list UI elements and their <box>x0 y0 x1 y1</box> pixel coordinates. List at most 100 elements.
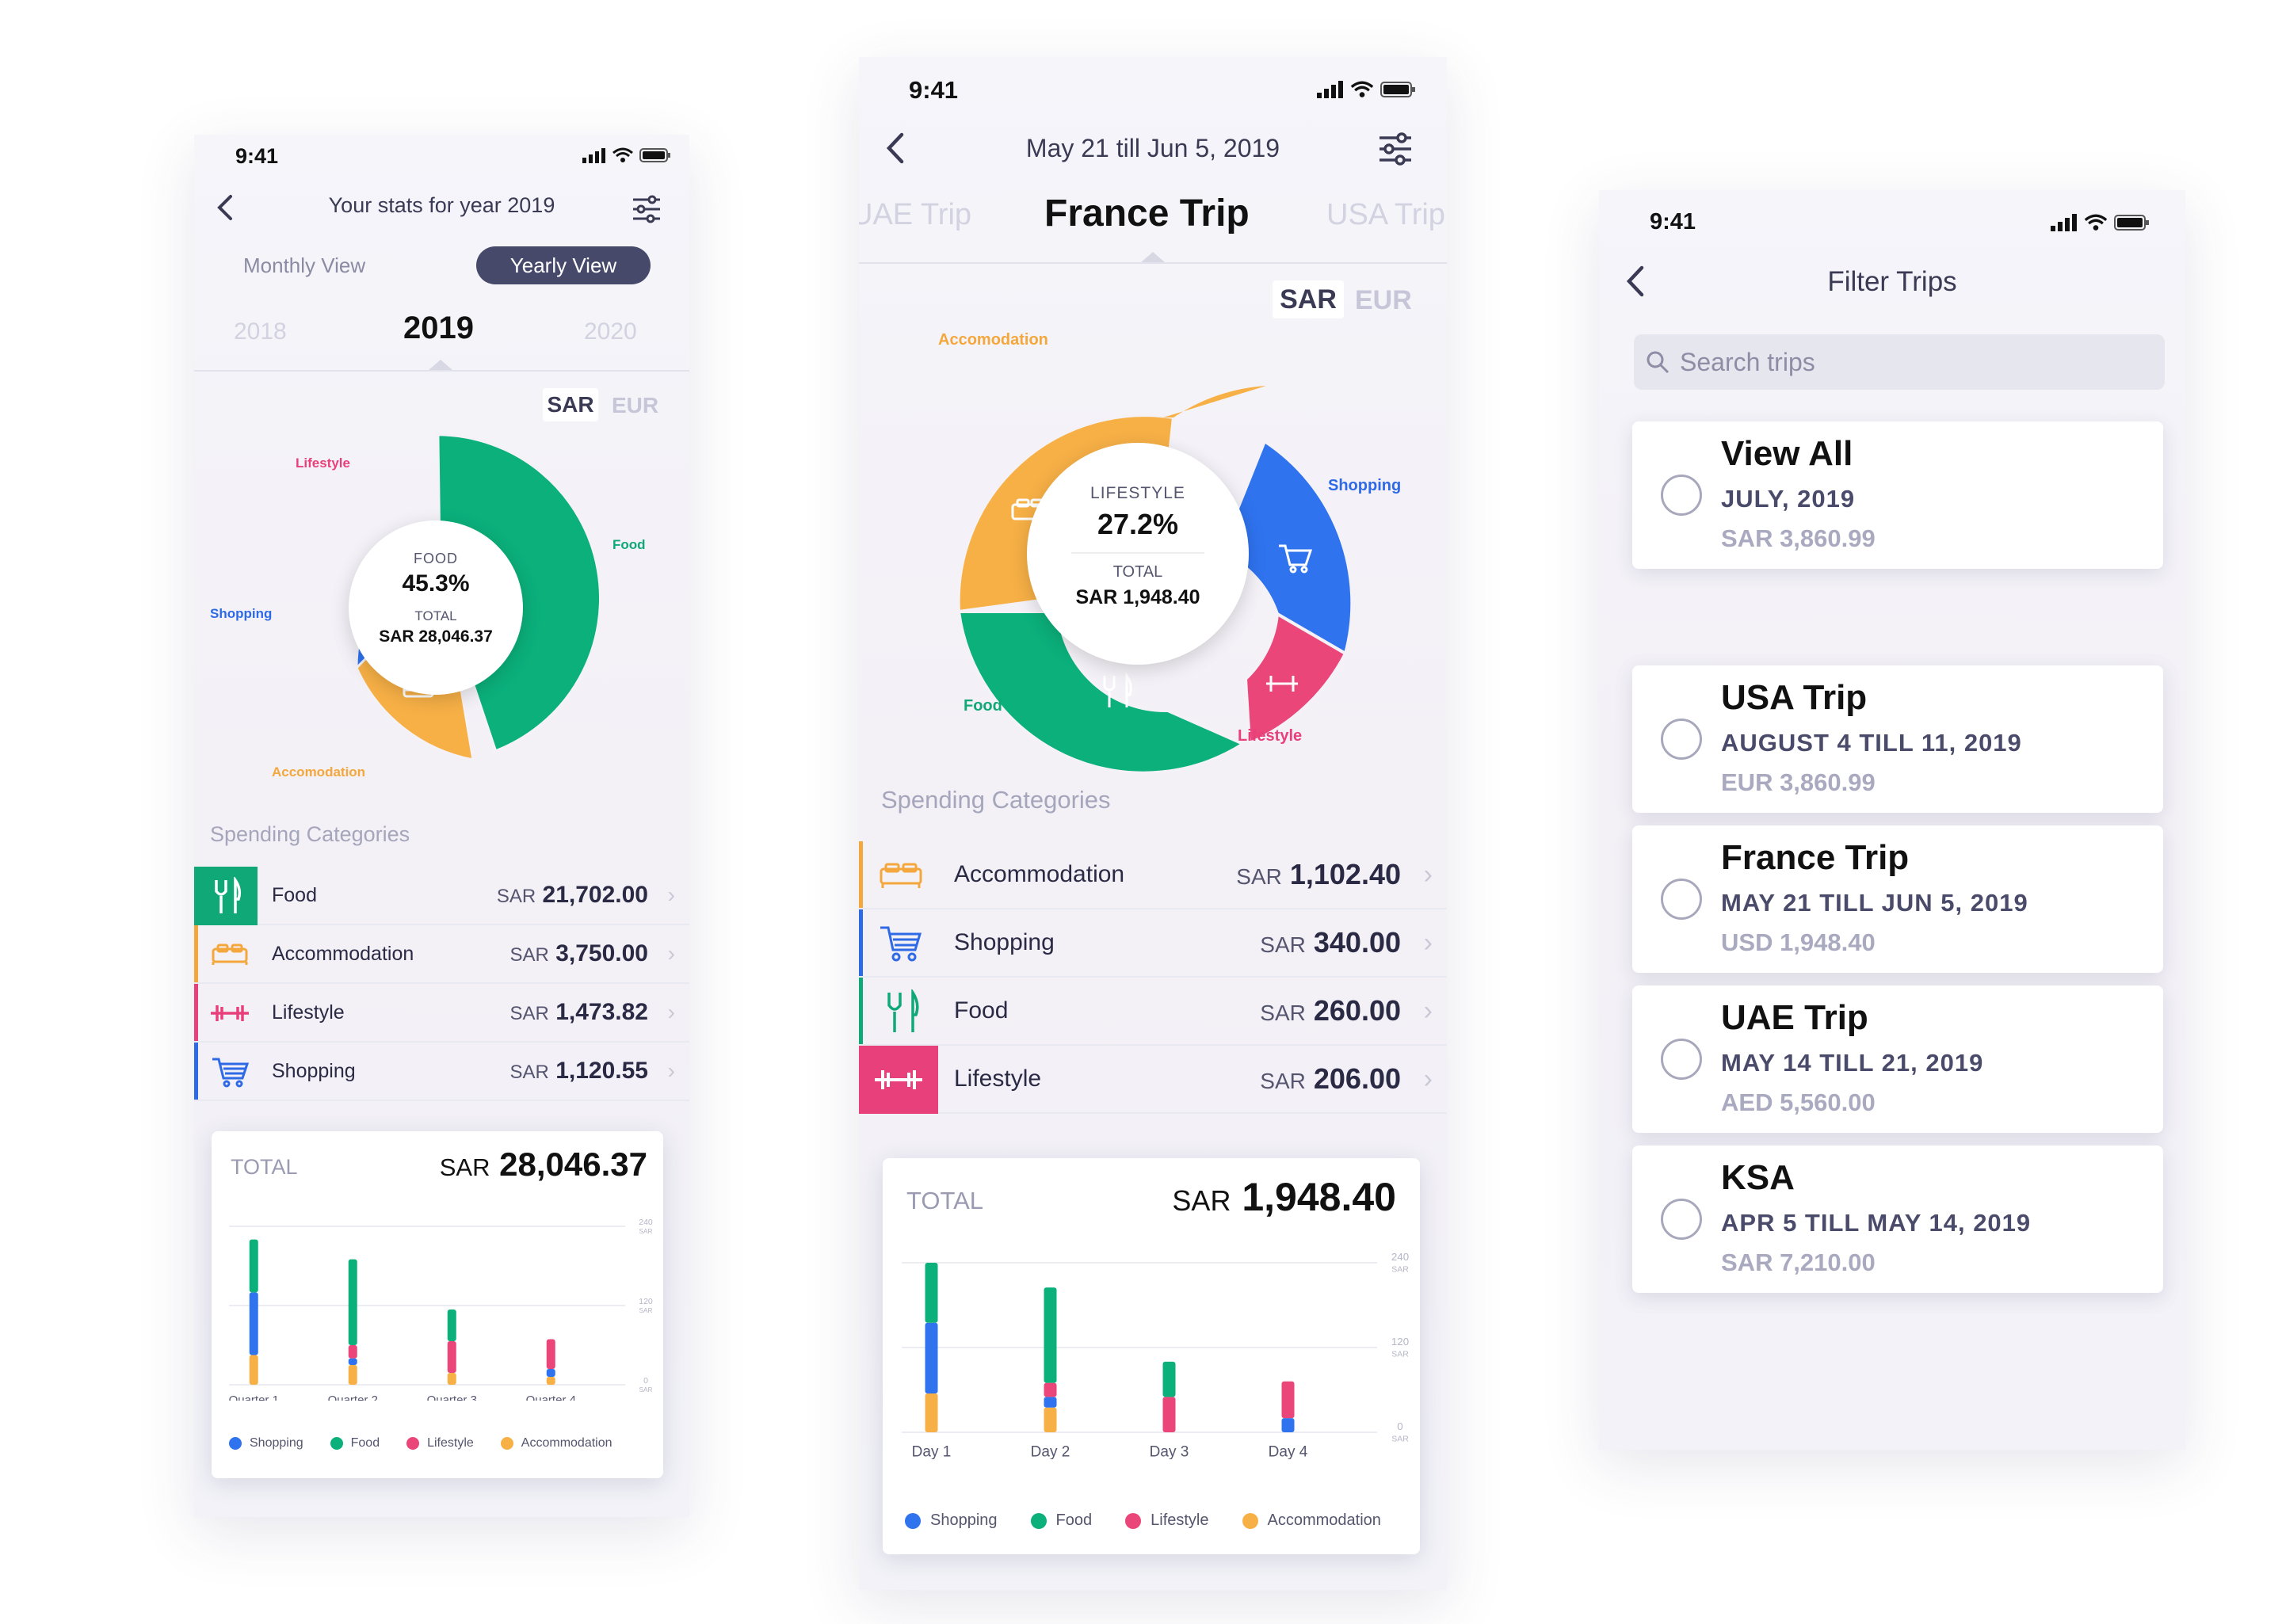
back-icon[interactable] <box>878 128 913 168</box>
radio-button[interactable] <box>1661 719 1702 760</box>
category-amount: SAR 340.00 <box>1260 926 1401 959</box>
bar-segment-lifestyle <box>546 1339 555 1369</box>
center-divider <box>1071 552 1204 554</box>
category-amount: SAR 260.00 <box>1260 994 1401 1027</box>
battery-icon <box>1380 82 1415 97</box>
trip-option-usa[interactable]: USA Trip AUGUST 4 TILL 11, 2019 EUR 3,86… <box>1632 665 2163 813</box>
bar-segment-accommodation <box>447 1373 456 1385</box>
category-name: Accommodation <box>954 861 1125 887</box>
category-row-shopping[interactable]: Shopping SAR 340.00 › <box>859 909 1447 978</box>
donut-segment-lifestyle[interactable] <box>1243 611 1348 745</box>
y-tick-label: 120 <box>639 1297 653 1306</box>
section-title: Spending Categories <box>210 822 410 846</box>
currency-sar[interactable]: SAR <box>543 388 598 421</box>
donut-segment-accommodation-2 <box>1163 386 1266 417</box>
search-placeholder: Search trips <box>1680 347 1815 376</box>
category-color-bar <box>194 1043 198 1100</box>
trip-name: View All <box>1721 434 1853 473</box>
year-prev[interactable]: 2018 <box>234 318 287 345</box>
selection-indicator <box>1140 252 1166 263</box>
trip-stats-screen: 9:41 May 21 till Jun 5, 2019 UAE Trip Fr… <box>859 57 1447 1590</box>
y-tick-label: 240 <box>639 1218 653 1227</box>
trip-amount: USD 1,948.40 <box>1721 928 1876 956</box>
trip-option-view-all[interactable]: View All JULY, 2019 SAR 3,860.99 <box>1632 421 2163 569</box>
trip-dates: APR 5 TILL MAY 14, 2019 <box>1721 1209 2032 1237</box>
total-card: TOTAL SAR 1,948.40 240 SAR 120 SAR 0 SAR Day 1… <box>883 1158 1420 1554</box>
year-next[interactable]: 2020 <box>584 318 637 345</box>
trip-option-france[interactable]: France Trip MAY 21 TILL JUN 5, 2019 USD … <box>1632 825 2163 973</box>
donut-label-lifestyle: Lifestyle <box>296 456 350 471</box>
page-title: Your stats for year 2019 <box>328 193 555 217</box>
trip-amount: SAR 3,860.99 <box>1721 524 1876 552</box>
category-row-lifestyle[interactable]: Lifestyle SAR 206.00 › <box>859 1046 1447 1114</box>
donut-segment-food[interactable] <box>956 610 1247 775</box>
back-icon[interactable] <box>1618 261 1653 301</box>
radio-button[interactable] <box>1661 1199 1702 1240</box>
category-amount: SAR 206.00 <box>1260 1062 1401 1095</box>
category-color-bar <box>859 978 863 1044</box>
donut-label-accommodation: Accomodation <box>938 331 1048 349</box>
cart-icon <box>878 909 924 978</box>
currency-eur[interactable]: EUR <box>612 393 659 417</box>
currency-eur[interactable]: EUR <box>1355 285 1412 315</box>
category-row-shopping[interactable]: Shopping SAR 1,120.55 › <box>194 1043 689 1101</box>
x-tick-label: Day 2 <box>1031 1443 1070 1459</box>
center-total-value: SAR 1,948.40 <box>1075 586 1200 608</box>
currency-sar[interactable]: SAR <box>1273 280 1344 318</box>
legend-dot-food <box>1030 1512 1047 1529</box>
total-label: TOTAL <box>906 1187 984 1214</box>
monthly-view-tab[interactable]: Monthly View <box>243 254 366 277</box>
back-icon[interactable] <box>210 190 242 225</box>
yearly-view-tab[interactable]: Yearly View <box>476 246 651 284</box>
signal-icon <box>582 148 605 163</box>
radio-button[interactable] <box>1661 1039 1702 1080</box>
center-category: LIFESTYLE <box>1090 484 1185 502</box>
category-row-food[interactable]: Food SAR 21,702.00 › <box>194 867 689 925</box>
trip-option-ksa[interactable]: KSA APR 5 TILL MAY 14, 2019 SAR 7,210.00 <box>1632 1146 2163 1293</box>
status-time: 9:41 <box>1650 209 1696 234</box>
x-tick-label: Quarter 1 <box>229 1393 279 1401</box>
bar-segment-shopping <box>925 1322 938 1393</box>
trip-option-uae[interactable]: UAE Trip MAY 14 TILL 21, 2019 AED 5,560.… <box>1632 985 2163 1133</box>
legend-dot-shopping <box>229 1437 242 1450</box>
bar-segment-shopping <box>249 1292 258 1355</box>
chevron-right-icon: › <box>1423 995 1433 1026</box>
category-row-food[interactable]: Food SAR 260.00 › <box>859 978 1447 1046</box>
category-amount: SAR 3,750.00 <box>509 940 648 966</box>
category-row-accommodation[interactable]: Accommodation SAR 1,102.40 › <box>859 841 1447 909</box>
status-time: 9:41 <box>909 76 959 104</box>
trip-next[interactable]: USA Trip <box>1326 198 1445 231</box>
chart-legend: Shopping Food Lifestyle Accommodation <box>229 1436 612 1451</box>
wifi-icon <box>2084 214 2108 231</box>
wifi-icon <box>1350 81 1374 97</box>
bar-segment-accommodation <box>1044 1407 1057 1432</box>
category-row-lifestyle[interactable]: Lifestyle SAR 1,473.82 › <box>194 984 689 1043</box>
bar-segment-food <box>447 1309 456 1341</box>
status-time: 9:41 <box>235 144 279 168</box>
center-category: FOOD <box>414 551 458 566</box>
filter-icon[interactable] <box>1378 131 1414 167</box>
battery-icon <box>2114 215 2149 231</box>
chevron-right-icon: › <box>1423 927 1433 958</box>
bar-segment-accommodation <box>348 1365 357 1385</box>
x-tick-label: Day 1 <box>912 1443 952 1459</box>
category-row-accommodation[interactable]: Accommodation SAR 3,750.00 › <box>194 925 689 984</box>
x-tick-label: Quarter 3 <box>427 1393 477 1401</box>
dumbbell-icon <box>859 1046 938 1114</box>
donut-label-food: Food <box>964 697 1002 715</box>
radio-button[interactable] <box>1661 879 1702 920</box>
section-title: Spending Categories <box>881 786 1111 814</box>
status-icons <box>582 147 671 163</box>
chevron-right-icon: › <box>1423 1063 1433 1094</box>
chevron-right-icon: › <box>1423 859 1433 890</box>
category-name: Shopping <box>954 929 1055 955</box>
donut-label-shopping: Shopping <box>210 606 273 621</box>
filter-icon[interactable] <box>632 193 663 225</box>
fork-knife-icon <box>194 867 258 925</box>
y-tick-label: 120 <box>1391 1336 1409 1348</box>
search-input[interactable]: Search trips <box>1634 334 2165 390</box>
selection-indicator <box>428 360 453 371</box>
radio-button[interactable] <box>1661 475 1702 516</box>
trip-prev[interactable]: UAE Trip <box>859 198 972 231</box>
